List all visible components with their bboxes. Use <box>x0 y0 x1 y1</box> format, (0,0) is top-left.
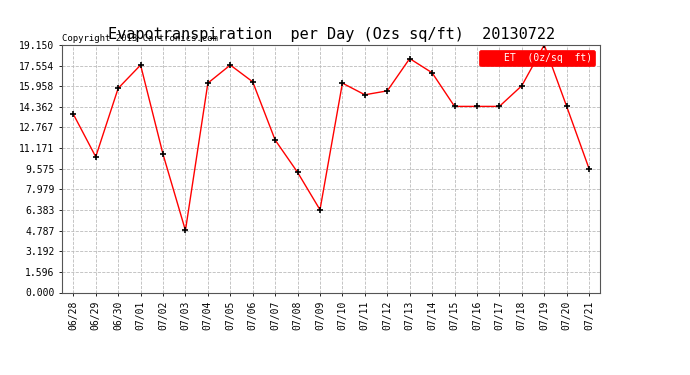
Title: Evapotranspiration  per Day (Ozs sq/ft)  20130722: Evapotranspiration per Day (Ozs sq/ft) 2… <box>108 27 555 42</box>
Text: Copyright 2013 Cartronics.com: Copyright 2013 Cartronics.com <box>62 33 218 42</box>
Legend: ET  (0z/sq  ft): ET (0z/sq ft) <box>479 50 595 66</box>
